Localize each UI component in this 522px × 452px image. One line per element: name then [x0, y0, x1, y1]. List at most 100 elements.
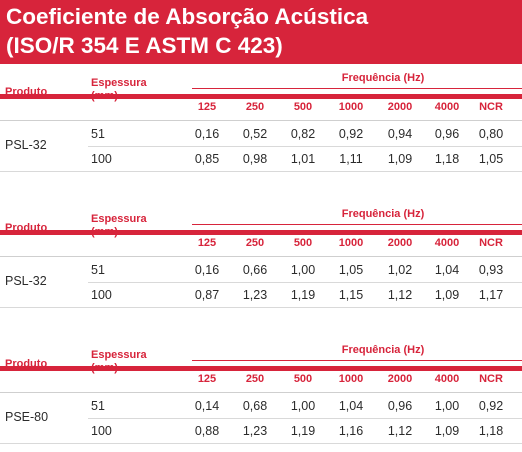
espessura-header: Espessura(mm): [91, 213, 147, 239]
column-header: 1000: [338, 373, 364, 385]
column-header: 4000: [434, 373, 460, 385]
header-divider: [0, 392, 522, 393]
frequencia-header: Frequência (Hz): [341, 72, 425, 84]
column-header: 2000: [387, 101, 413, 113]
frequencia-divider: [192, 88, 522, 89]
produto-name: PSL-32: [5, 138, 47, 152]
table-cell: 1,17: [478, 288, 504, 302]
row-divider: [88, 282, 522, 283]
header-band: [0, 230, 522, 235]
table-cell: 0,82: [290, 127, 316, 141]
table-cell: 1,15: [338, 288, 364, 302]
table-cell: 1,19: [290, 424, 316, 438]
column-header: 250: [245, 373, 265, 385]
table-cell: 0,52: [242, 127, 268, 141]
page-title: Coeficiente de Absorção Acústica: [6, 4, 369, 29]
table-cell: 0,66: [242, 263, 268, 277]
table-cell: 1,00: [290, 263, 316, 277]
table-cell: 1,09: [434, 424, 460, 438]
table-cell: 1,00: [434, 399, 460, 413]
column-header: NCR: [479, 101, 503, 113]
produto-name: PSL-32: [5, 274, 47, 288]
table-cell: 1,23: [242, 288, 268, 302]
table-cell: 0,16: [194, 127, 220, 141]
table-cell: 0,14: [194, 399, 220, 413]
column-header: 250: [245, 237, 265, 249]
table-cell: 1,12: [387, 288, 413, 302]
table-bottom-divider: [0, 307, 522, 308]
table-cell: 1,16: [338, 424, 364, 438]
table-bottom-divider: [0, 443, 522, 444]
espessura-header: Espessura(mm): [91, 349, 147, 375]
espessura-value: 51: [91, 399, 105, 413]
table-cell: 1,05: [478, 152, 504, 166]
header-divider: [0, 256, 522, 257]
row-divider: [88, 418, 522, 419]
header-band: [0, 94, 522, 99]
espessura-header-line1: Espessura: [91, 77, 147, 89]
frequencia-header: Frequência (Hz): [341, 208, 425, 220]
espessura-value: 51: [91, 263, 105, 277]
frequencia-header: Frequência (Hz): [341, 344, 425, 356]
table-cell: 0,68: [242, 399, 268, 413]
espessura-value: 100: [91, 424, 112, 438]
table-cell: 1,02: [387, 263, 413, 277]
table-cell: 0,80: [478, 127, 504, 141]
header-divider: [0, 120, 522, 121]
table-cell: 1,18: [478, 424, 504, 438]
table-cell: 1,09: [434, 288, 460, 302]
header-band: [0, 366, 522, 371]
table-cell: 0,85: [194, 152, 220, 166]
table-cell: 0,92: [478, 399, 504, 413]
column-header: 1000: [338, 237, 364, 249]
table-cell: 1,00: [290, 399, 316, 413]
table-cell: 0,93: [478, 263, 504, 277]
column-header: 125: [197, 237, 217, 249]
frequencia-divider: [192, 360, 522, 361]
table-cell: 0,96: [387, 399, 413, 413]
page-subtitle: (ISO/R 354 E ASTM C 423): [6, 33, 283, 58]
column-header: NCR: [479, 373, 503, 385]
table-cell: 0,87: [194, 288, 220, 302]
espessura-header-line1: Espessura: [91, 213, 147, 225]
column-header: 250: [245, 101, 265, 113]
frequencia-divider: [192, 224, 522, 225]
column-header: 1000: [338, 101, 364, 113]
table-cell: 1,12: [387, 424, 413, 438]
table-cell: 1,01: [290, 152, 316, 166]
table-cell: 0,16: [194, 263, 220, 277]
table-cell: 1,19: [290, 288, 316, 302]
espessura-header: Espessura(mm): [91, 77, 147, 103]
title-banner: Coeficiente de Absorção Acústica (ISO/R …: [0, 0, 522, 64]
column-header: 2000: [387, 237, 413, 249]
column-header: 4000: [434, 237, 460, 249]
table-cell: 1,05: [338, 263, 364, 277]
espessura-value: 100: [91, 152, 112, 166]
table-cell: 1,23: [242, 424, 268, 438]
column-header: 500: [293, 373, 313, 385]
column-header: 500: [293, 101, 313, 113]
espessura-value: 100: [91, 288, 112, 302]
table-cell: 0,98: [242, 152, 268, 166]
espessura-header-line1: Espessura: [91, 349, 147, 361]
table-bottom-divider: [0, 171, 522, 172]
produto-name: PSE-80: [5, 410, 49, 424]
table-cell: 1,11: [339, 152, 363, 166]
table-cell: 1,04: [338, 399, 364, 413]
row-divider: [88, 146, 522, 147]
espessura-value: 51: [91, 127, 105, 141]
table-cell: 0,92: [338, 127, 364, 141]
table-cell: 1,04: [434, 263, 460, 277]
table-cell: 0,88: [194, 424, 220, 438]
column-header: 500: [293, 237, 313, 249]
table-cell: 0,96: [434, 127, 460, 141]
table-cell: 1,18: [434, 152, 460, 166]
table-cell: 0,94: [387, 127, 413, 141]
column-header: 2000: [387, 373, 413, 385]
column-header: 125: [197, 373, 217, 385]
column-header: NCR: [479, 237, 503, 249]
column-header: 125: [197, 101, 217, 113]
